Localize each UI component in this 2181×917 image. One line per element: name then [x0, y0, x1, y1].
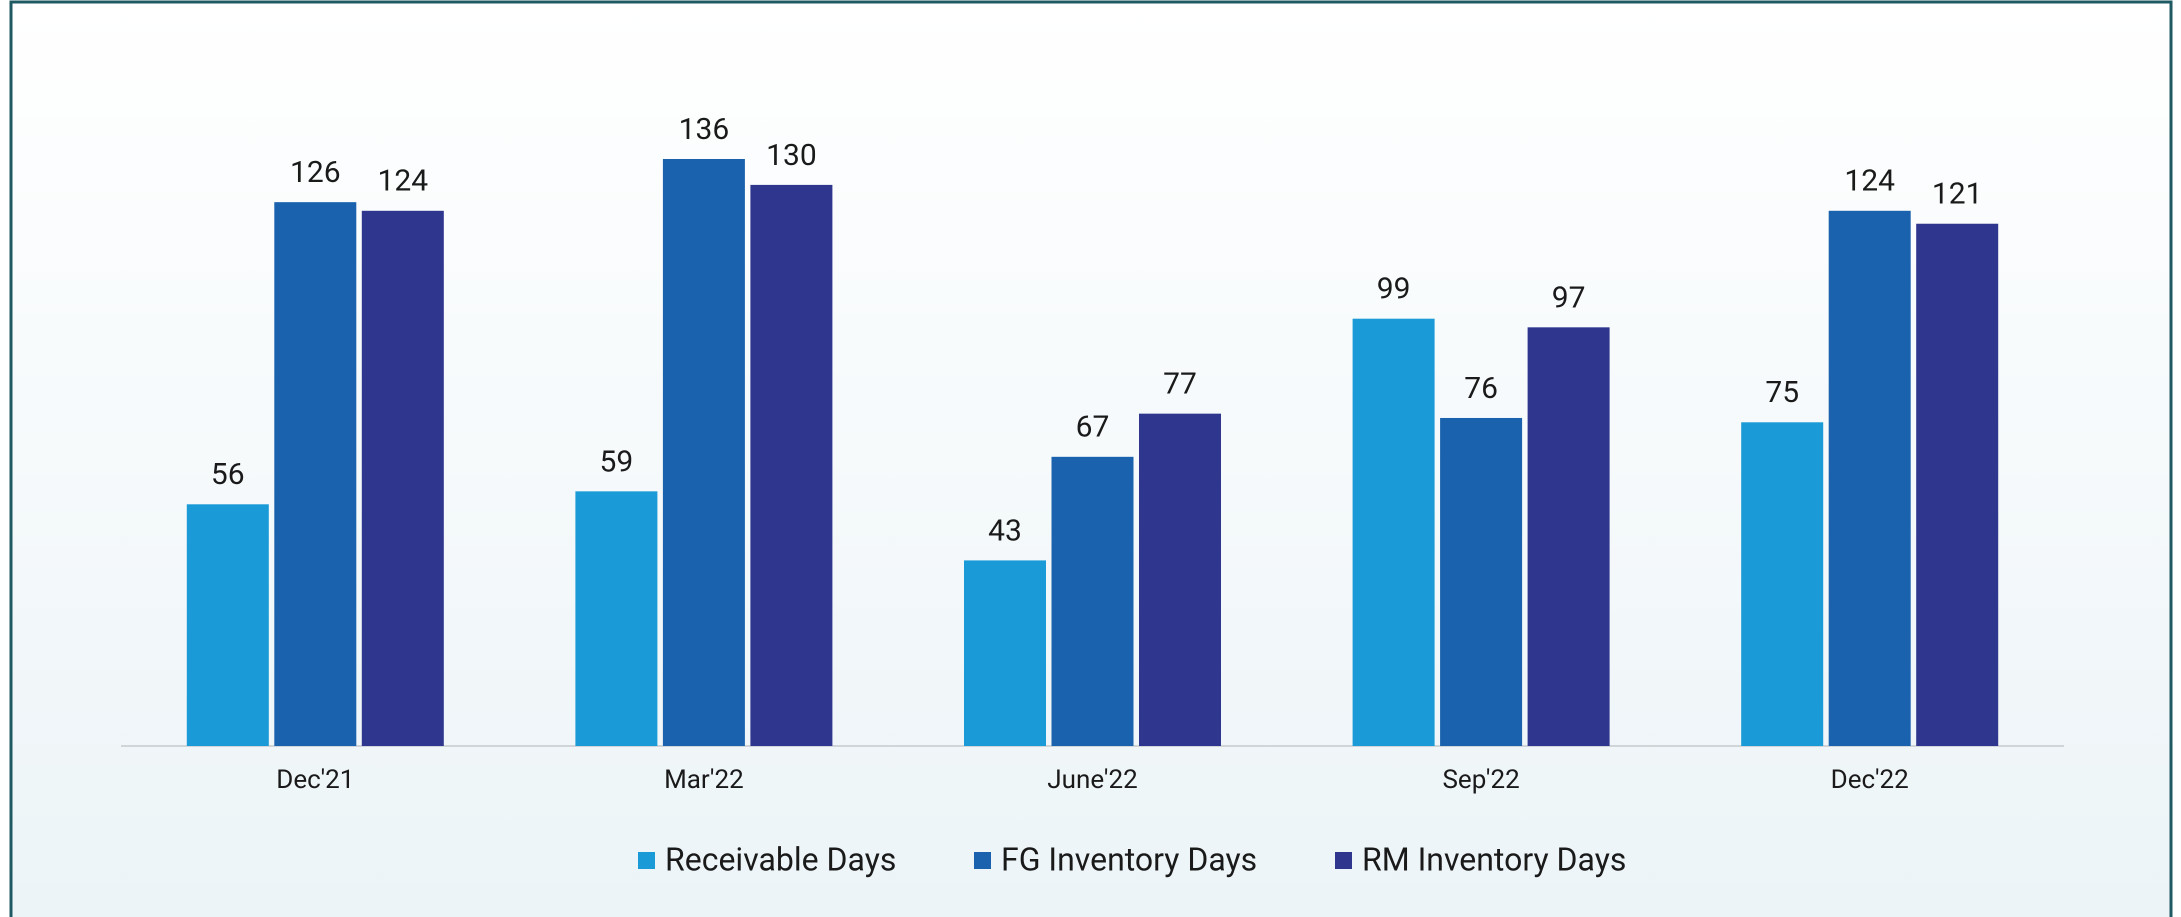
value-label: 67 [1076, 410, 1110, 445]
value-label: 121 [1932, 177, 1983, 212]
legend-label: Receivable Days [665, 840, 896, 878]
x-tick-label: Sep'22 [1442, 765, 1519, 795]
bar [361, 210, 444, 746]
value-label: 56 [211, 457, 245, 492]
value-label: 76 [1464, 371, 1498, 406]
value-label: 126 [290, 155, 341, 190]
bar [964, 560, 1046, 746]
value-label: 124 [378, 164, 429, 199]
legend-label: FG Inventory Days [1001, 840, 1257, 878]
value-label: 130 [766, 138, 817, 173]
value-label: 75 [1765, 375, 1799, 410]
bar [186, 504, 269, 746]
value-label: 43 [988, 513, 1022, 548]
value-label: 124 [1844, 164, 1895, 199]
value-label: 59 [600, 444, 634, 479]
bar [1527, 327, 1610, 746]
legend-label: RM Inventory Days [1362, 840, 1626, 878]
legend-swatch [1335, 852, 1352, 869]
legend-swatch [638, 852, 655, 869]
bar [1828, 210, 1911, 746]
x-tick-label: Mar'22 [664, 765, 744, 795]
bar [1051, 456, 1134, 746]
bar [274, 202, 357, 747]
value-label: 77 [1163, 367, 1197, 402]
legend-swatch [974, 852, 991, 869]
bar [750, 184, 833, 746]
value-label: 97 [1552, 280, 1586, 315]
bar [1916, 223, 1999, 746]
bar [1440, 417, 1523, 746]
x-tick-label: Dec'21 [276, 765, 354, 795]
bar [575, 491, 658, 746]
value-label: 136 [679, 112, 730, 147]
value-label: 99 [1377, 272, 1411, 307]
bar [1741, 422, 1824, 746]
x-tick-label: June'22 [1047, 765, 1137, 795]
x-tick-label: Dec'22 [1831, 765, 1909, 795]
bar [1139, 413, 1221, 746]
bar [662, 159, 745, 746]
bar [1352, 318, 1435, 746]
